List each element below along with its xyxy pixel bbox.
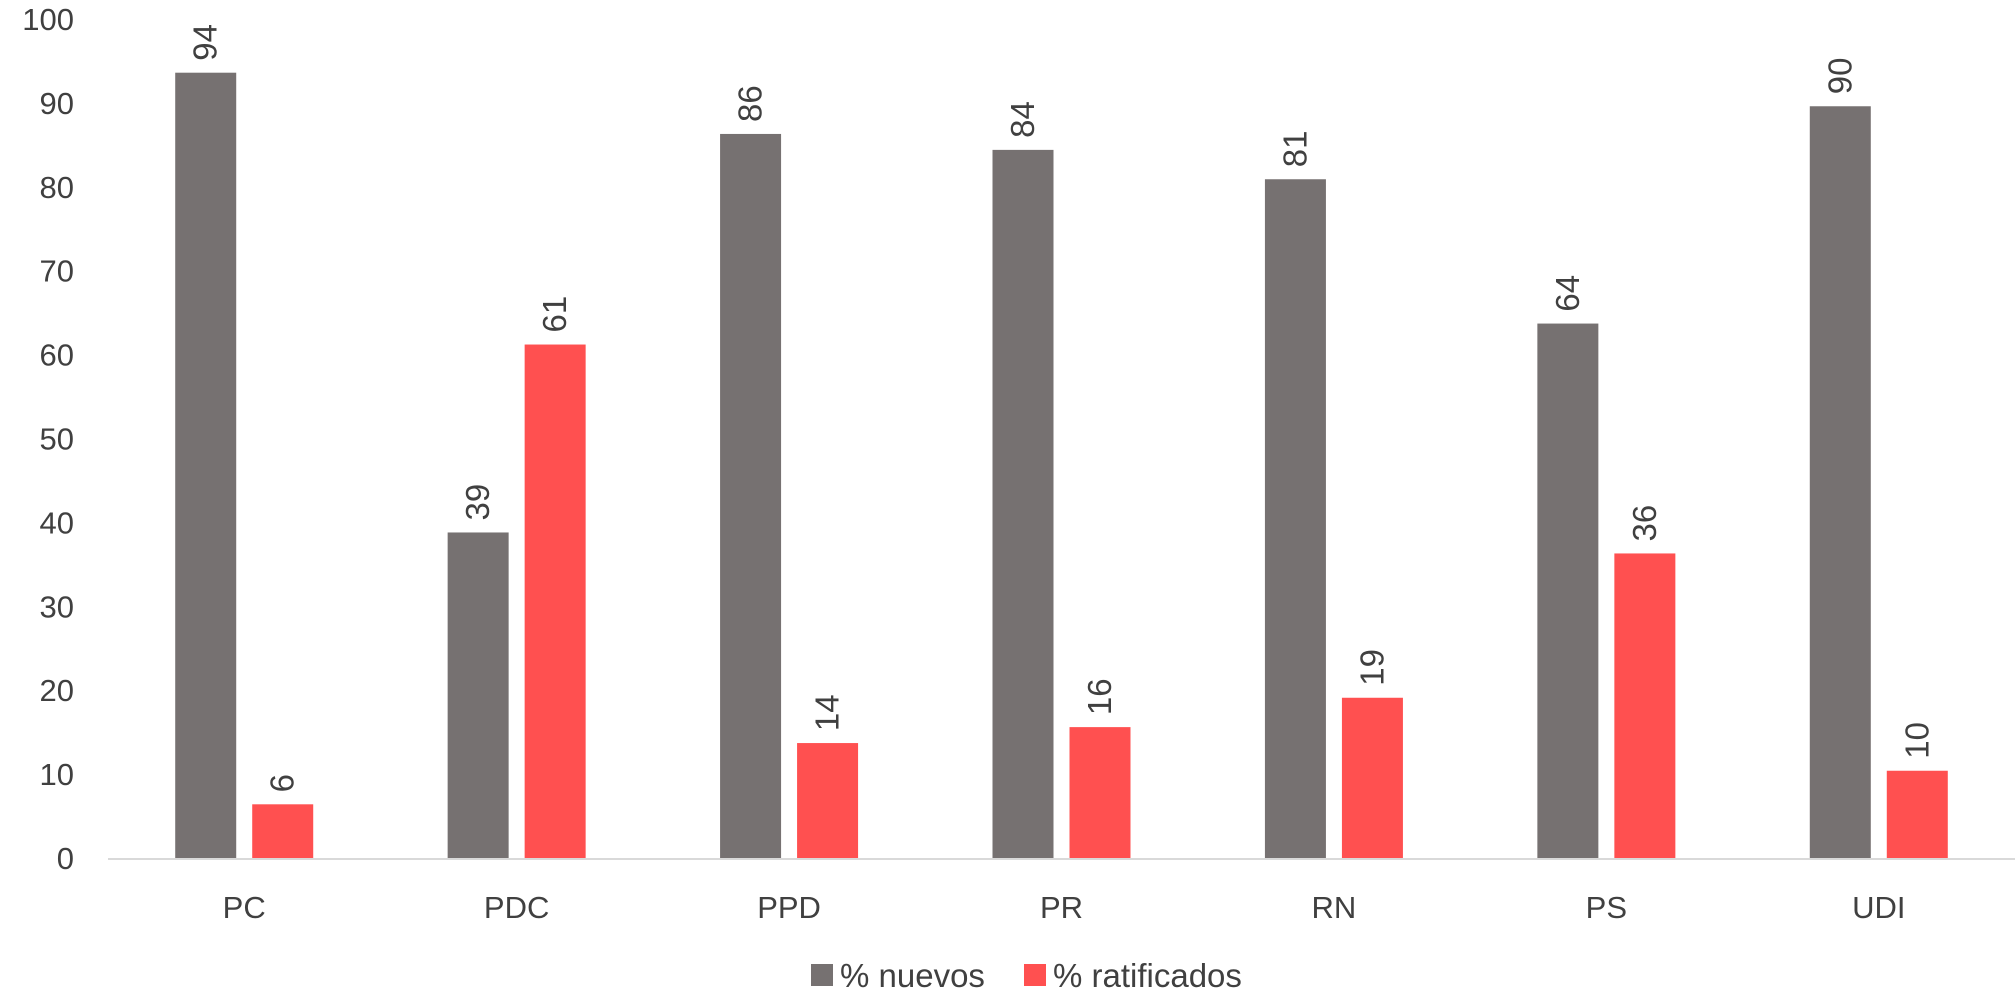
x-tick-label: UDI — [1852, 890, 1905, 925]
data-label: 94 — [187, 24, 224, 61]
bar-nuevos-ps — [1537, 323, 1599, 858]
x-tick-label: PS — [1586, 890, 1627, 925]
x-tick-label: PR — [1040, 890, 1083, 925]
data-label: 39 — [459, 484, 496, 521]
y-tick-label: 20 — [40, 673, 74, 708]
bar-nuevos-rn — [1264, 179, 1326, 858]
y-tick-label: 10 — [40, 757, 74, 792]
data-label: 6 — [264, 774, 301, 792]
bar-nuevos-pr — [992, 149, 1054, 858]
legend: % nuevos % ratificados — [811, 957, 1242, 994]
data-label: 19 — [1353, 649, 1390, 686]
bar-nuevos-pc — [175, 72, 237, 859]
bar-ratificados-pdc — [524, 344, 586, 859]
x-axis-category-labels: PC PDC PPD PR RN PS UDI — [223, 890, 1906, 925]
bars — [175, 72, 1948, 859]
y-tick-label: 70 — [40, 254, 74, 289]
data-label: 36 — [1626, 505, 1663, 542]
bar-nuevos-ppd — [720, 133, 782, 858]
bar-ratificados-udi — [1886, 770, 1948, 858]
bar-ratificados-ps — [1614, 553, 1676, 858]
y-tick-label: 60 — [40, 338, 74, 373]
legend-swatch-nuevos — [811, 964, 833, 986]
x-tick-label: RN — [1312, 890, 1357, 925]
bar-nuevos-udi — [1809, 106, 1871, 859]
data-label: 14 — [809, 694, 846, 731]
y-tick-label: 0 — [57, 841, 74, 876]
y-tick-label: 50 — [40, 422, 74, 457]
legend-label-ratificados: % ratificados — [1053, 957, 1242, 992]
legend-label-nuevos: % nuevos — [840, 957, 985, 992]
data-label: 10 — [1898, 722, 1935, 759]
data-label: 84 — [1004, 101, 1041, 138]
y-axis-ticks: 0 10 20 30 40 50 60 70 80 90 100 — [22, 2, 74, 876]
x-tick-label: PPD — [757, 890, 821, 925]
data-label: 16 — [1081, 678, 1118, 715]
data-labels: 94 6 39 61 86 14 84 16 81 19 64 36 90 10 — [187, 24, 1936, 792]
y-tick-label: 100 — [22, 2, 74, 37]
data-label: 61 — [536, 296, 573, 333]
data-label: 81 — [1276, 131, 1313, 168]
bar-ratificados-ppd — [797, 743, 859, 858]
y-tick-label: 30 — [40, 589, 74, 624]
y-tick-label: 90 — [40, 86, 74, 121]
legend-swatch-ratificados — [1024, 964, 1046, 986]
bar-ratificados-pc — [252, 804, 314, 858]
x-tick-label: PC — [223, 890, 266, 925]
x-tick-label: PDC — [484, 890, 549, 925]
y-tick-label: 80 — [40, 170, 74, 205]
bar-ratificados-pr — [1069, 727, 1131, 858]
bar-ratificados-rn — [1341, 697, 1403, 858]
bar-nuevos-pdc — [447, 532, 509, 858]
data-label: 64 — [1549, 275, 1586, 312]
data-label: 90 — [1821, 58, 1858, 95]
y-tick-label: 40 — [40, 505, 74, 540]
data-label: 86 — [732, 85, 769, 122]
